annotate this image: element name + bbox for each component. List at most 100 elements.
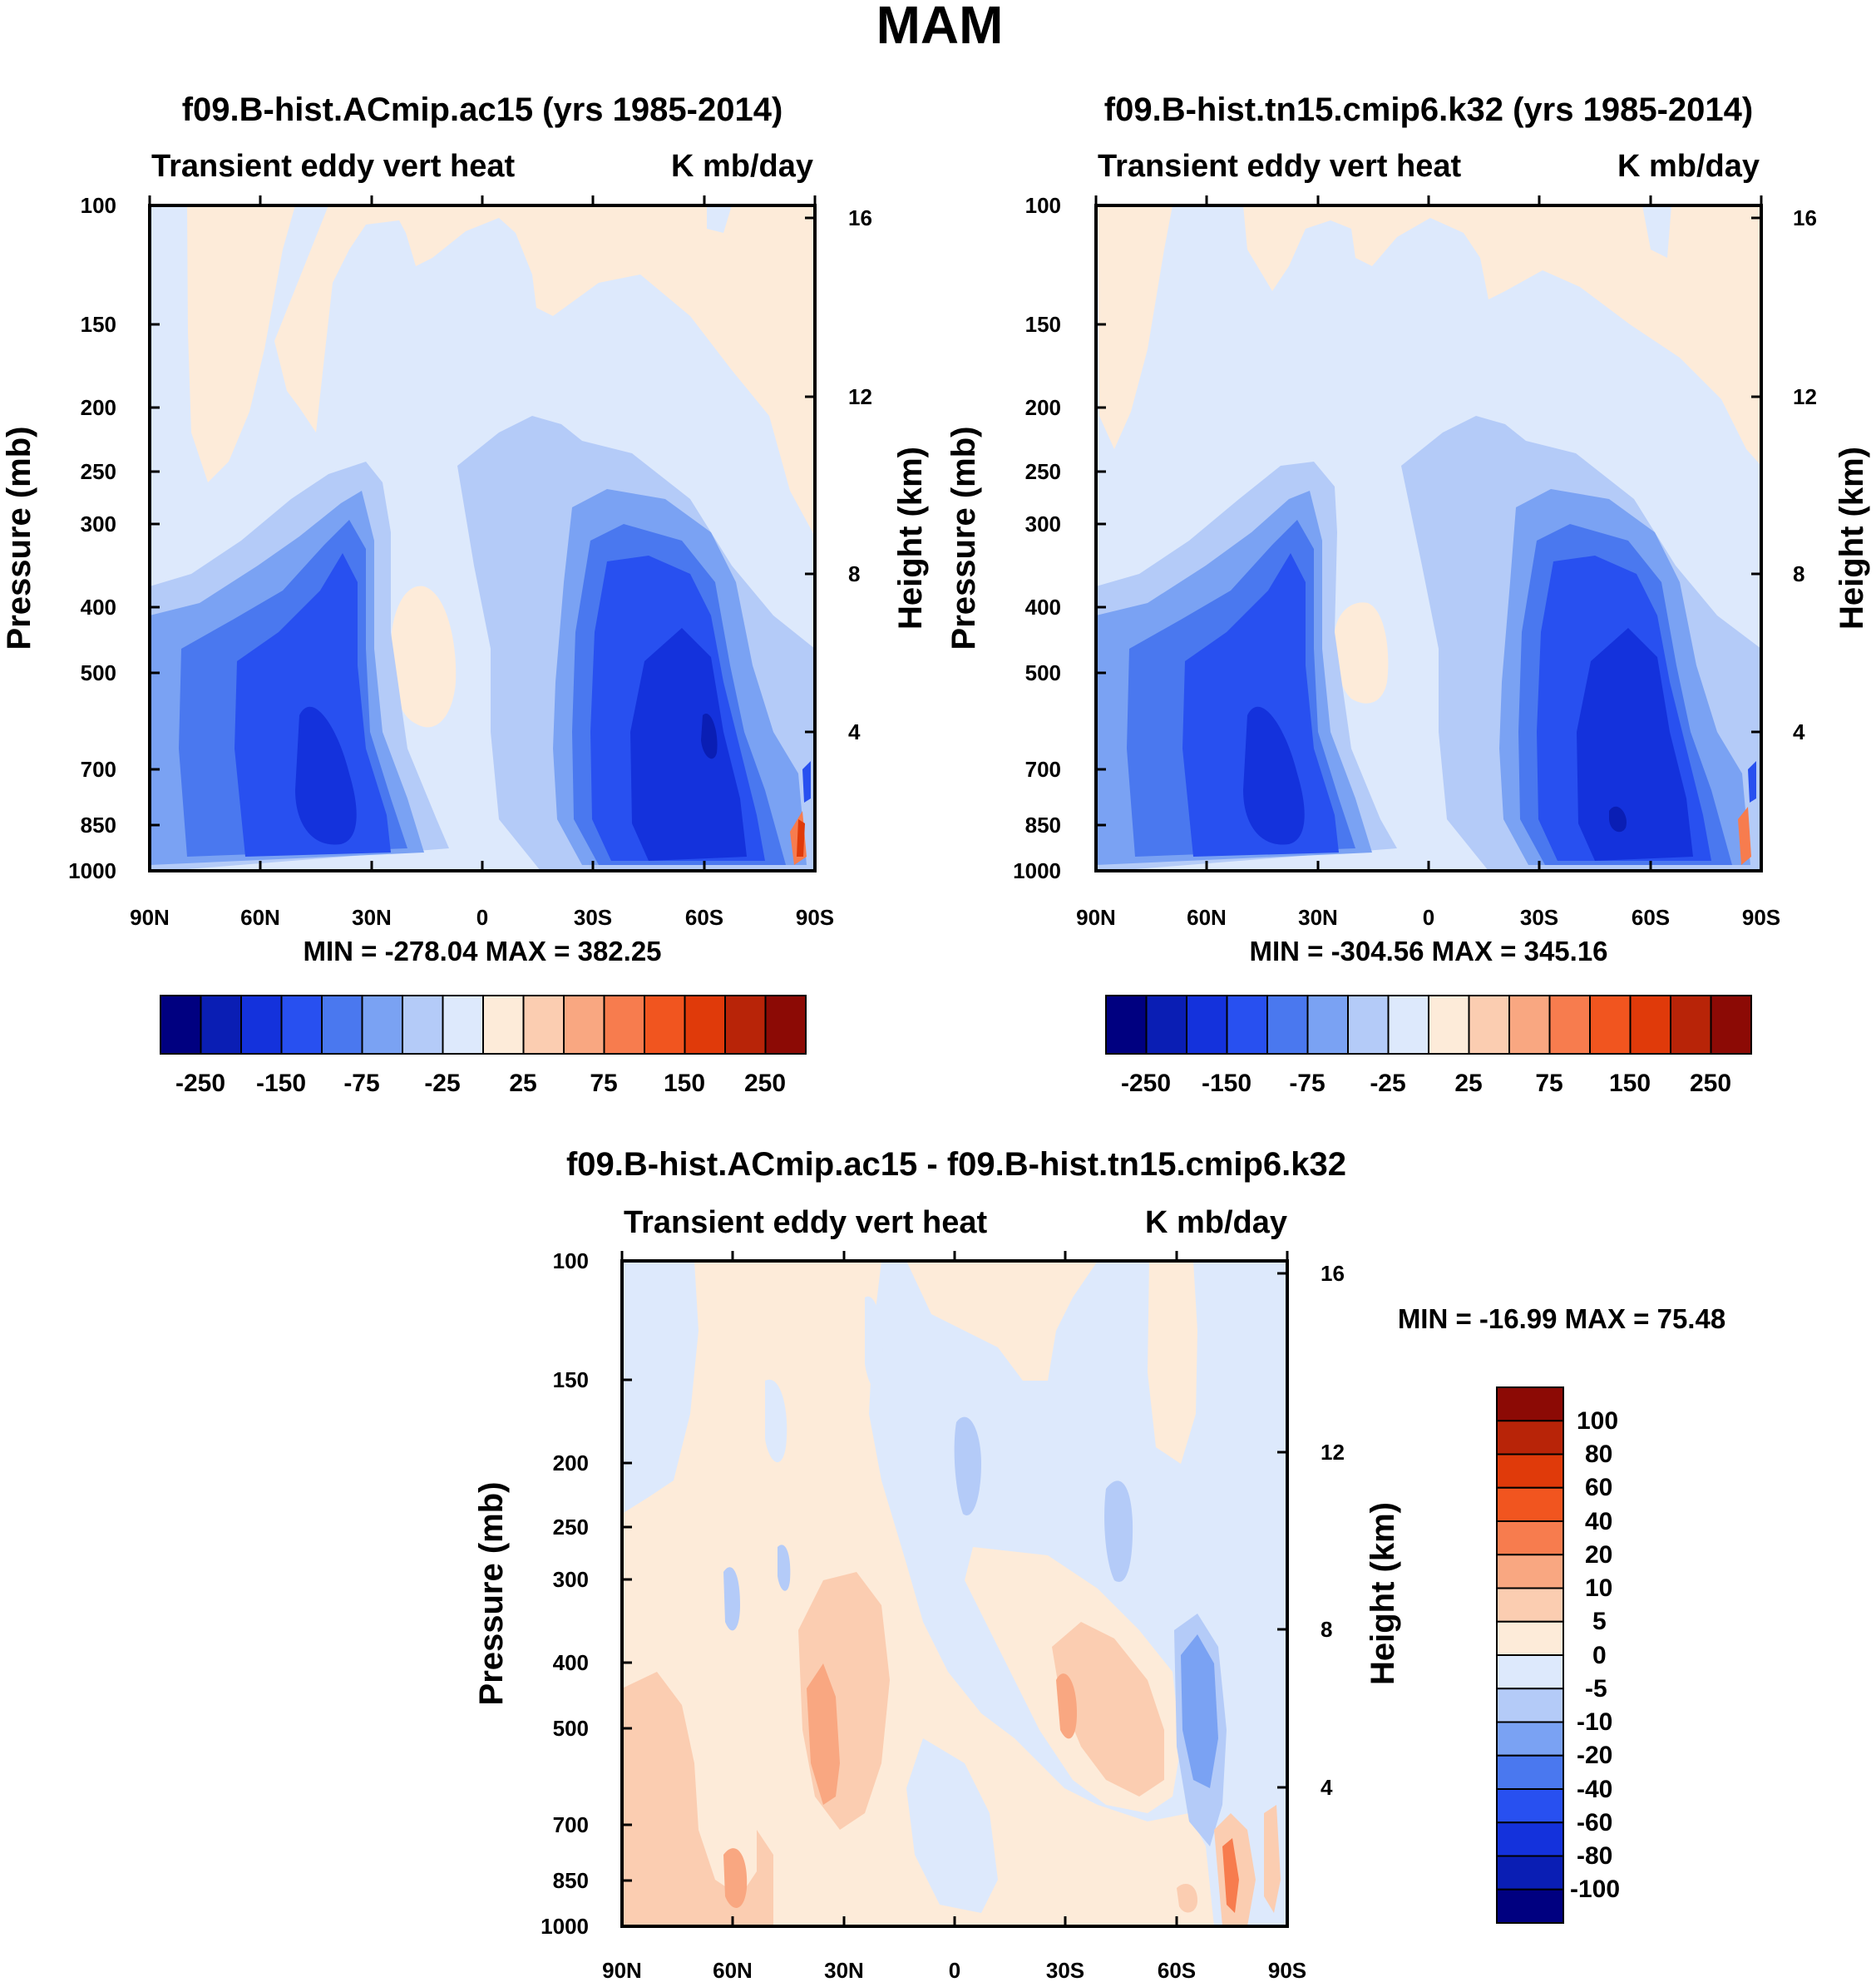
- colorbar-top-right: -250 -150 -75 -25 25 75 150 250: [1105, 995, 1752, 1097]
- y-tick-label: 850: [1025, 813, 1061, 838]
- colorbar-label: -20: [1577, 1742, 1612, 1769]
- colorbar-box: [1306, 995, 1349, 1055]
- panel-2-left-string: Transient eddy vert heat: [1098, 149, 1461, 184]
- colorbar-box: [280, 995, 323, 1055]
- y-tick-label: 700: [553, 1812, 589, 1837]
- colorbar-top-right-boxes: [1105, 995, 1752, 1055]
- colorbar-box: [1496, 1754, 1564, 1790]
- field-region-positive: [1222, 1838, 1239, 1913]
- y-tick-label: 400: [553, 1650, 589, 1675]
- colorbar-box: [1496, 1888, 1564, 1924]
- x-tick-label: 90S: [1268, 1958, 1306, 1982]
- colorbar-top-left: -250 -150 -75 -25 25 75 150 250: [160, 995, 807, 1097]
- colorbar-box: [1670, 995, 1712, 1055]
- field-region-negative: [630, 628, 747, 861]
- field-region-positive: [1148, 1261, 1197, 1464]
- colorbar-box: [1496, 1620, 1564, 1656]
- colorbar-box: [1496, 1821, 1564, 1857]
- y-tick-label: 1000: [1013, 858, 1061, 883]
- y-tick-label: 200: [553, 1451, 589, 1475]
- field-region-negative: [707, 205, 732, 233]
- height-tick-label: 4: [1321, 1775, 1333, 1800]
- colorbar-box: [1105, 995, 1148, 1055]
- field-region-positive: [187, 205, 295, 482]
- x-tick-label: 90N: [1076, 905, 1116, 930]
- colorbar-box: [684, 995, 726, 1055]
- colorbar-box: [442, 995, 484, 1055]
- x-tick-label: 30S: [1520, 905, 1558, 930]
- colorbar-label: 250: [1690, 1070, 1731, 1097]
- colorbar-box: [1145, 995, 1187, 1055]
- field-region-negative: [865, 1296, 883, 1388]
- panel-2-title: f09.B-hist.tn15.cmip6.k32 (yrs 1985-2014…: [1104, 91, 1753, 128]
- x-tick-label: 90N: [602, 1958, 642, 1982]
- colorbar-box: [1496, 1587, 1564, 1623]
- colorbar-box: [160, 995, 202, 1055]
- x-tick-label: 0: [949, 1958, 960, 1982]
- colorbar-label: -75: [343, 1070, 379, 1097]
- field-region-positive: [797, 819, 805, 857]
- field-region-positive: [622, 1672, 773, 1926]
- colorbar-label: 75: [590, 1070, 617, 1097]
- field-region-negative: [295, 706, 357, 845]
- height-axis-title: Height (km): [892, 447, 929, 630]
- colorbar-box: [1548, 995, 1591, 1055]
- y-tick-label: 250: [1025, 459, 1061, 484]
- height-tick-label: 8: [848, 561, 860, 586]
- field-region-positive: [807, 1663, 840, 1805]
- field-region-negative: [954, 1416, 981, 1515]
- colorbar-box: [1496, 1654, 1564, 1690]
- colorbar-box: [724, 995, 767, 1055]
- panel-3-x-axis: 90N 60N 30N 0 30S 60S 90S: [602, 1251, 1306, 1982]
- height-axis-title: Height (km): [1365, 1502, 1401, 1685]
- height-tick-label: 8: [1321, 1617, 1332, 1642]
- colorbar-box: [1468, 995, 1510, 1055]
- colorbar-box: [1226, 995, 1268, 1055]
- colorbar-label: 100: [1577, 1407, 1618, 1435]
- colorbar-label: -60: [1577, 1809, 1612, 1836]
- field-region-negative: [765, 1379, 787, 1463]
- colorbar-label: 10: [1585, 1574, 1612, 1602]
- colorbar-box: [1496, 1688, 1564, 1723]
- x-tick-label: 30N: [352, 905, 392, 930]
- y-tick-label: 1000: [541, 1914, 589, 1939]
- panel-2-height-axis: 4 8 12 16 Height (km): [1751, 205, 1870, 744]
- y-tick-label: 200: [1025, 395, 1061, 420]
- panel-2-y-axis: 100 150 200 250 300 400 500 700 850 1000…: [945, 193, 1106, 883]
- field-region-negative: [1609, 806, 1627, 833]
- x-tick-label: 60N: [1187, 905, 1227, 930]
- field-region-negative: [906, 1738, 998, 1913]
- field-region-negative: [1577, 628, 1693, 861]
- colorbar-box: [1589, 995, 1632, 1055]
- field-region-positive: [1052, 1622, 1164, 1797]
- figure-title: MAM: [876, 0, 1004, 55]
- colorbar-label: 75: [1535, 1070, 1563, 1097]
- height-tick-label: 4: [1793, 719, 1805, 744]
- y-tick-label: 500: [81, 660, 116, 685]
- colorbar-label: 25: [509, 1070, 536, 1097]
- colorbar-label: -75: [1289, 1070, 1325, 1097]
- field-region-negative: [1748, 761, 1756, 803]
- panel-1-x-axis: 90N 60N 30N 0 30S 60S 90S: [130, 195, 834, 930]
- height-tick-label: 16: [1793, 205, 1817, 230]
- y-tick-label: 500: [1025, 660, 1061, 685]
- panel-1-left-string: Transient eddy vert heat: [151, 149, 515, 184]
- field-region-positive: [1177, 1884, 1197, 1913]
- colorbar-box: [603, 995, 645, 1055]
- x-tick-label: 0: [476, 905, 488, 930]
- y-tick-label: 400: [1025, 595, 1061, 620]
- colorbar-label: 150: [1609, 1070, 1651, 1097]
- field-region-negative: [1243, 706, 1305, 845]
- colorbar-label: -250: [1121, 1070, 1171, 1097]
- colorbar-box: [482, 995, 525, 1055]
- y-tick-label: 150: [553, 1367, 589, 1392]
- height-tick-label: 12: [848, 384, 872, 409]
- colorbar-label: -150: [1202, 1070, 1251, 1097]
- field-region-negative: [778, 1545, 791, 1591]
- colorbar-box: [240, 995, 283, 1055]
- colorbar-label: 80: [1585, 1441, 1612, 1468]
- colorbar-box: [1496, 1855, 1564, 1891]
- y-tick-label: 700: [1025, 757, 1061, 782]
- colorbar-label: 60: [1585, 1474, 1612, 1501]
- x-tick-label: 90N: [130, 905, 170, 930]
